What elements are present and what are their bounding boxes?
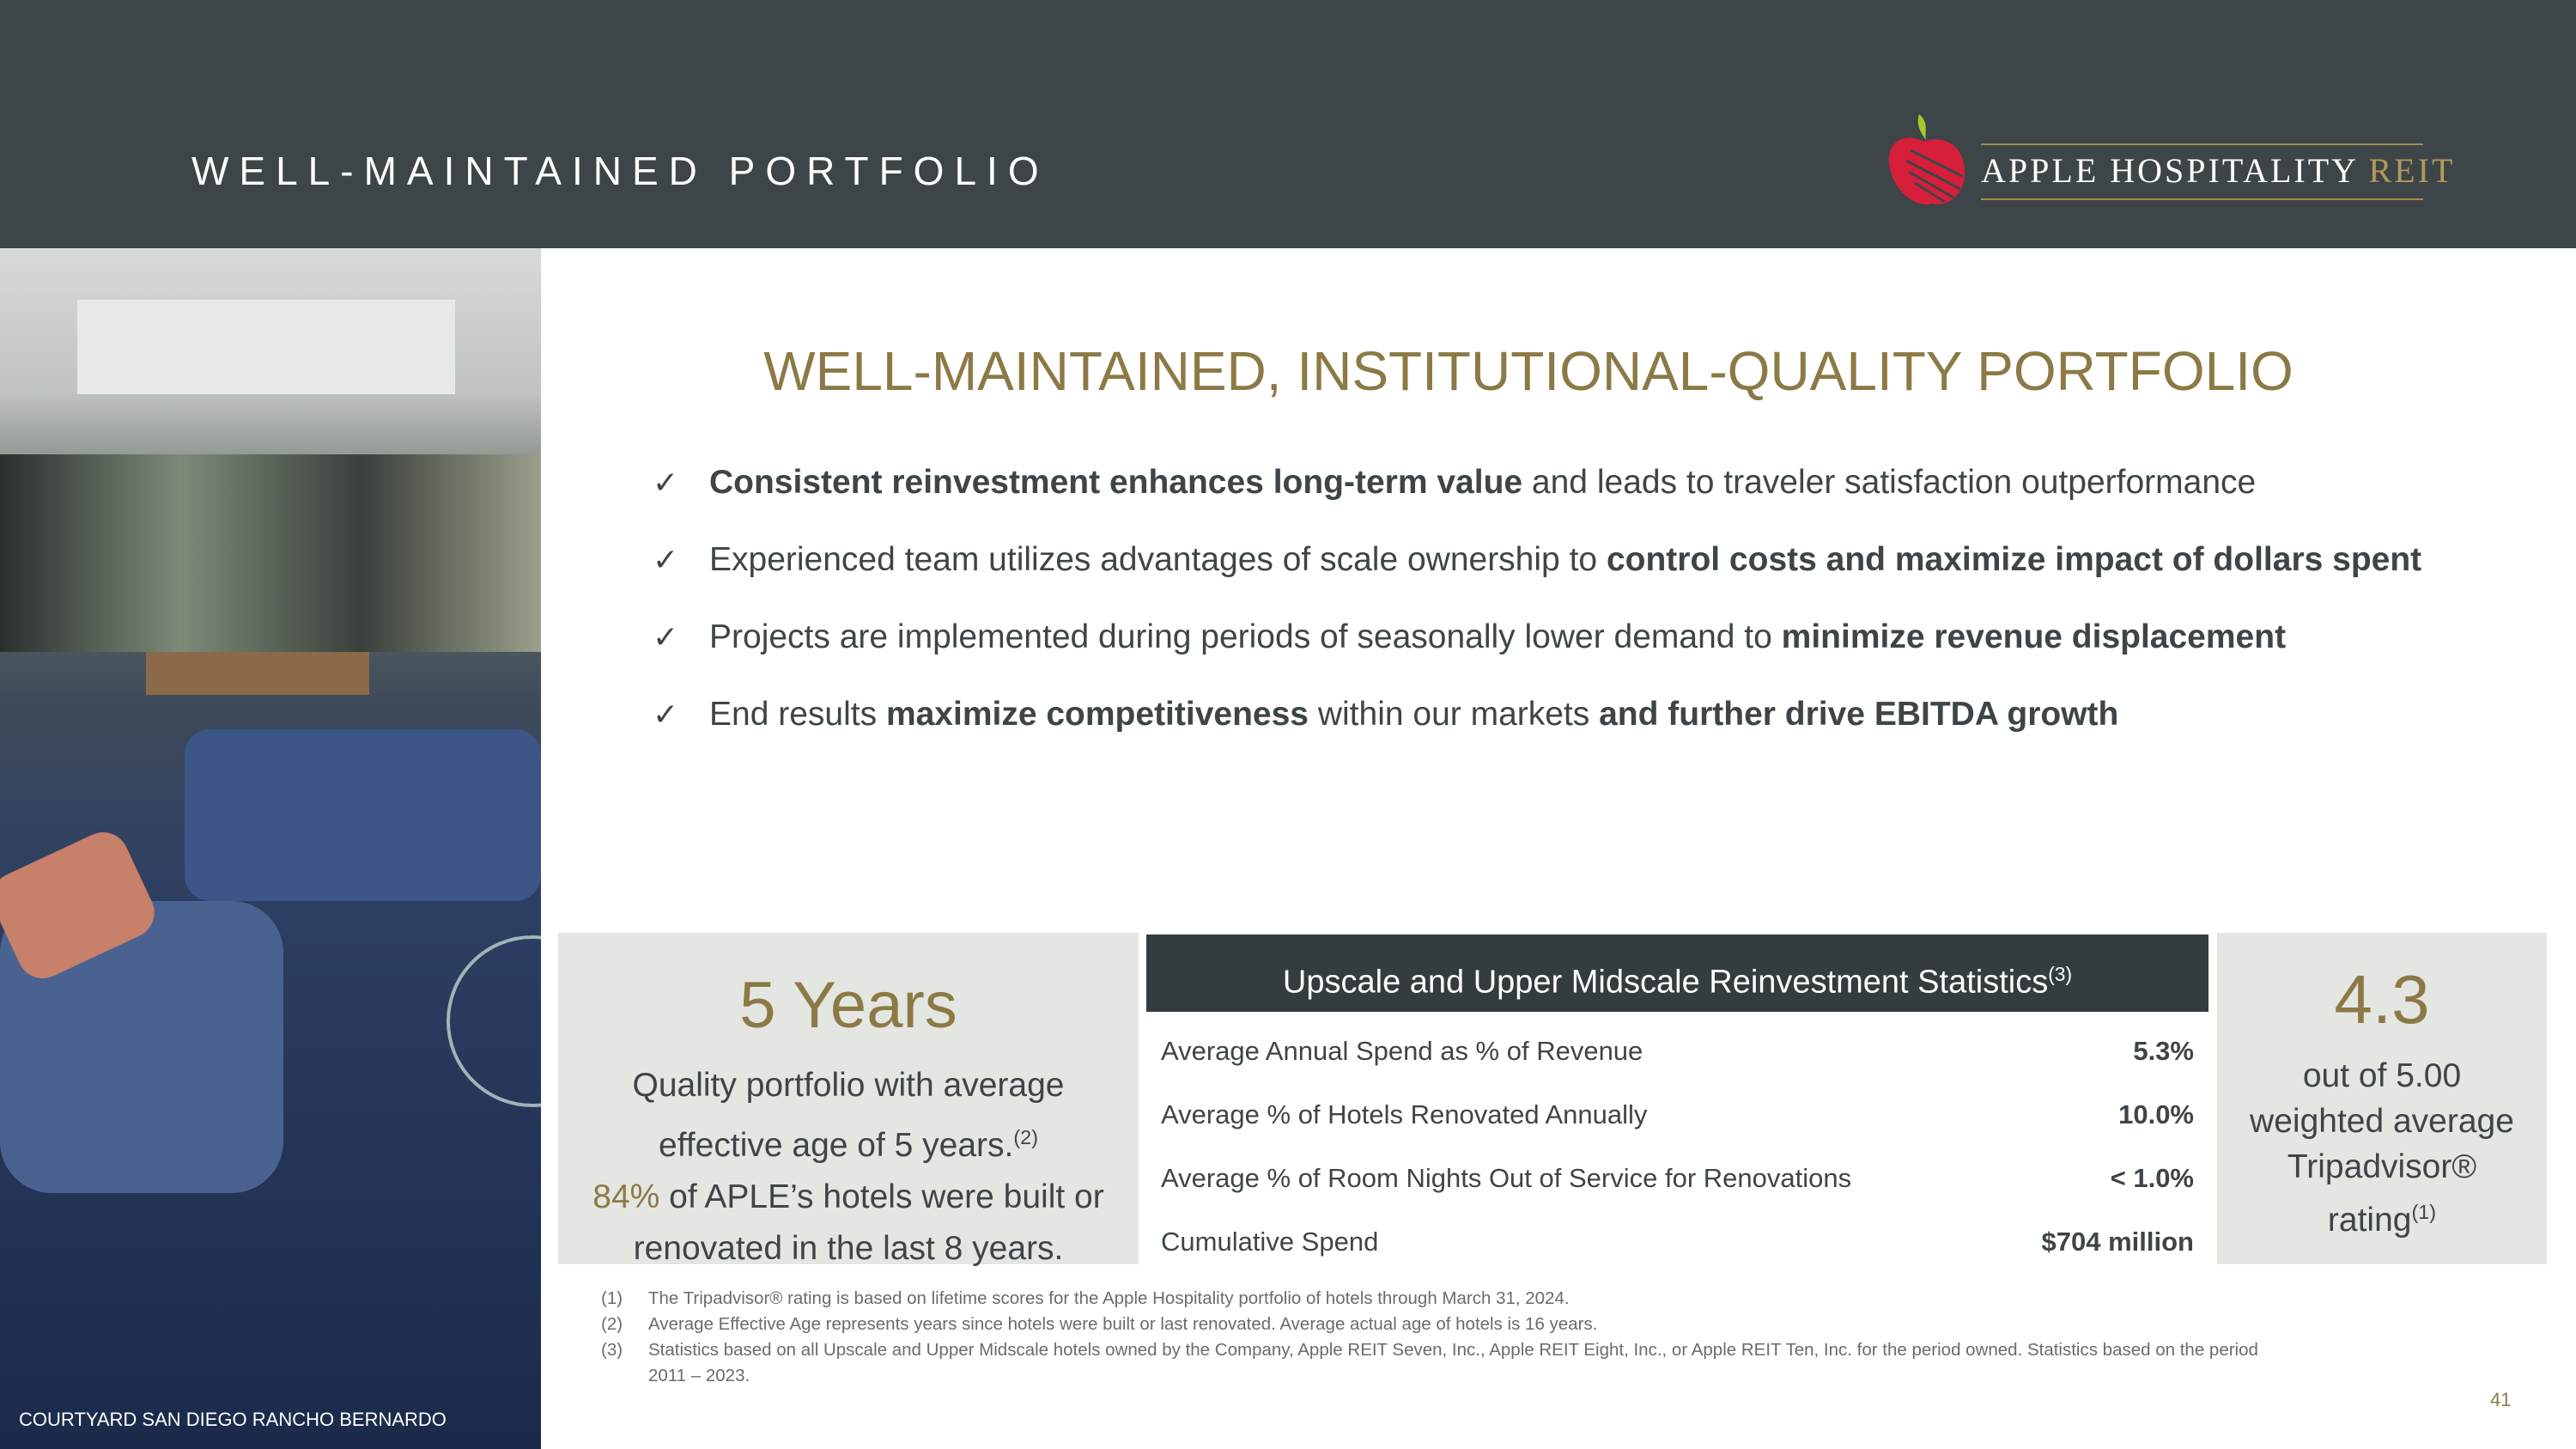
renovation-text: 84% of APLE’s hotels were built or xyxy=(592,1178,1104,1215)
logo-wordmark: APPLE HOSPITALITY REIT xyxy=(1981,151,2456,190)
sofa xyxy=(185,729,541,901)
rating-text: rating(1) xyxy=(2327,1201,2437,1239)
company-logo: APPLE HOSPITALITY REIT xyxy=(1885,107,2452,210)
apple-logo-icon xyxy=(1888,114,1965,204)
tripadvisor-rating-card: 4.3 out of 5.00 weighted average Tripadv… xyxy=(2217,933,2547,1264)
stats-header: Upscale and Upper Midscale Reinvestment … xyxy=(1146,935,2208,1012)
rating-text: out of 5.00 xyxy=(2302,1057,2462,1094)
table xyxy=(146,652,369,695)
header-bar xyxy=(0,0,2576,248)
logo-rule-bottom xyxy=(1981,198,2423,200)
checkmark-icon: ✓ xyxy=(653,543,679,578)
checkmark-icon: ✓ xyxy=(653,620,679,655)
age-text: Quality portfolio with average xyxy=(632,1067,1065,1104)
reinvestment-stats-table: Upscale and Upper Midscale Reinvestment … xyxy=(1146,935,2208,1264)
checkmark-icon: ✓ xyxy=(653,466,679,501)
rating-text: weighted average xyxy=(2250,1103,2514,1140)
renovation-text: renovated in the last 8 years. xyxy=(633,1230,1064,1267)
ceiling-panel xyxy=(77,300,455,394)
photo-caption: COURTYARD SAN DIEGO RANCHO BERNARDO xyxy=(19,1409,447,1430)
windows xyxy=(0,454,541,652)
bullet-item: ✓ Consistent reinvestment enhances long-t… xyxy=(653,464,2257,501)
rating-text: Tripadvisor® xyxy=(2287,1148,2477,1185)
table-row: Average Annual Spend as % of Revenue 5.3% xyxy=(1161,1036,2194,1066)
slide-title: WELL-MAINTAINED PORTFOLIO xyxy=(191,149,1049,193)
age-stat: 5 Years xyxy=(739,969,957,1042)
table-row: Average % of Room Nights Out of Service … xyxy=(1161,1163,2194,1193)
footnote: (1) The Tripadvisor® rating is based on l… xyxy=(601,1288,1570,1308)
main-heading: WELL-MAINTAINED, INSTITUTIONAL-QUALITY P… xyxy=(763,340,2293,402)
hotel-lobby-photo xyxy=(0,248,541,1449)
page-number: 41 xyxy=(2490,1389,2512,1410)
table-row: Cumulative Spend $704 million xyxy=(1161,1227,2194,1257)
rating-stat: 4.3 xyxy=(2334,961,2430,1038)
footnote: (3) Statistics based on all Upscale and U… xyxy=(601,1340,2258,1360)
footnote: 2011 – 2023. xyxy=(648,1366,750,1385)
portfolio-age-card: 5 Years Quality portfolio with average e… xyxy=(558,933,1139,1267)
checkmark-icon: ✓ xyxy=(653,697,679,733)
table-row: Average % of Hotels Renovated Annually 10… xyxy=(1161,1099,2194,1129)
logo-rule-top xyxy=(1981,143,2423,145)
bullet-item: ✓ Experienced team utilizes advantages of… xyxy=(653,541,2422,578)
age-text: effective age of 5 years.(2) xyxy=(659,1126,1038,1164)
footnote: (2) Average Effective Age represents year… xyxy=(601,1314,1598,1334)
bullet-item: ✓ End results maximize competitiveness wi… xyxy=(653,696,2119,733)
glass-table xyxy=(447,935,541,1107)
bullet-item: ✓ Projects are implemented during periods… xyxy=(653,618,2287,655)
